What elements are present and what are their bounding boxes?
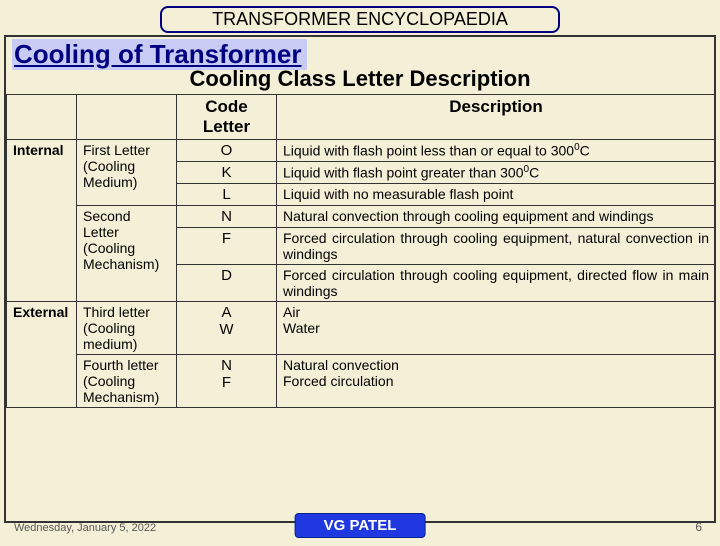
cooling-table: Code Letter Description InternalFirst Le… <box>6 94 716 408</box>
code-letter: N <box>177 206 277 228</box>
code-description: Forced circulation through cooling equip… <box>277 265 716 302</box>
header-blank2 <box>77 95 177 140</box>
table-header-row: Code Letter Description <box>7 95 716 140</box>
table-row: ExternalThird letter (Cooling medium)AWA… <box>7 302 716 355</box>
code-description: Liquid with flash point greater than 300… <box>277 162 716 184</box>
code-letter: L <box>177 184 277 206</box>
section-label: Second Letter (Cooling Mechanism) <box>77 206 177 302</box>
table-row: Second Letter (Cooling Mechanism)NNatura… <box>7 206 716 228</box>
code-description: Forced circulation through cooling equip… <box>277 228 716 265</box>
footer-date: Wednesday, January 5, 2022 <box>14 522 156 534</box>
code-letter: O <box>177 140 277 162</box>
header-code: Code Letter <box>177 95 277 140</box>
table-row: InternalFirst Letter (Cooling Medium)OLi… <box>7 140 716 162</box>
code-description: Natural convection through cooling equip… <box>277 206 716 228</box>
group-label: External <box>7 302 77 408</box>
group-label: Internal <box>7 140 77 302</box>
code-letter: NF <box>177 355 277 408</box>
code-description: AirWater <box>277 302 716 355</box>
code-letter: K <box>177 162 277 184</box>
header-desc: Description <box>277 95 716 140</box>
code-letter: F <box>177 228 277 265</box>
footer-author-badge: VG PATEL <box>295 513 426 538</box>
code-description: Liquid with no measurable flash point <box>277 184 716 206</box>
code-description: Natural convectionForced circulation <box>277 355 716 408</box>
footer-page: 6 <box>695 520 702 534</box>
banner-title: TRANSFORMER ENCYCLOPAEDIA <box>160 6 560 33</box>
code-description: Liquid with flash point less than or equ… <box>277 140 716 162</box>
header-blank1 <box>7 95 77 140</box>
table-row: Fourth letter (Cooling Mechanism)NFNatur… <box>7 355 716 408</box>
section-label: First Letter (Cooling Medium) <box>77 140 177 206</box>
code-letter: AW <box>177 302 277 355</box>
section-label: Fourth letter (Cooling Mechanism) <box>77 355 177 408</box>
section-label: Third letter (Cooling medium) <box>77 302 177 355</box>
outer-frame: Cooling of Transformer Cooling Class Let… <box>4 35 716 523</box>
code-letter: D <box>177 265 277 302</box>
